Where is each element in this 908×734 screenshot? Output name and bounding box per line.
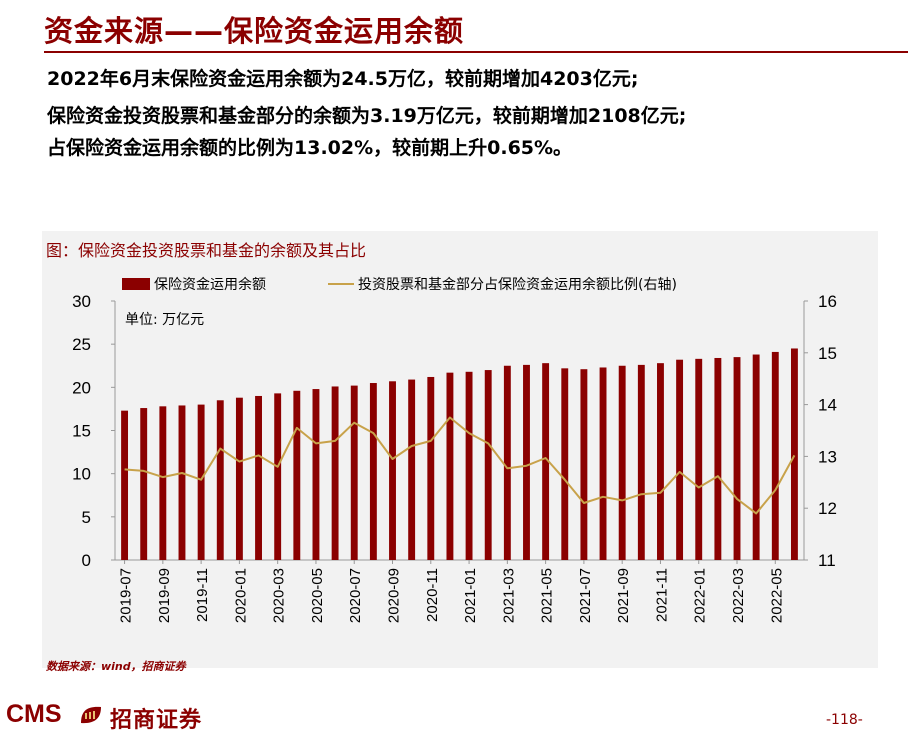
bar (542, 363, 550, 560)
bar (523, 364, 530, 560)
y-right-tick-label: 14 (818, 396, 837, 415)
bar (312, 389, 320, 560)
bar (446, 372, 454, 560)
bar (657, 363, 664, 560)
bar (331, 386, 339, 560)
bar (369, 383, 377, 560)
bar (580, 369, 588, 560)
unit-label: 单位: 万亿元 (125, 312, 204, 328)
x-tick-label: 2022-05 (768, 568, 785, 623)
bar (159, 406, 167, 560)
y-left-tick-label: 15 (72, 422, 91, 441)
y-right-tick-label: 13 (818, 447, 837, 466)
bar (465, 371, 473, 560)
summary-line-3: 占保险资金运用余额的比例为13.02%，较前期上升0.65%。 (47, 137, 573, 159)
x-tick-label: 2020-01 (232, 568, 249, 623)
y-right-tick-label: 11 (818, 551, 836, 570)
x-tick-label: 2020-05 (309, 568, 326, 623)
bar (389, 381, 396, 560)
bar (676, 359, 684, 560)
bar (427, 376, 435, 560)
x-tick-label: 2019-07 (118, 568, 135, 623)
bar (408, 379, 416, 560)
summary-line-1: 2022年6月末保险资金运用余额为24.5万亿，较前期增加4203亿元; (47, 68, 639, 90)
bar (599, 367, 607, 560)
x-tick-label: 2020-07 (347, 568, 364, 623)
x-tick-label: 2021-09 (615, 568, 632, 623)
legend-line-label: 投资股票和基金部分占保险资金运用余额比例(右轴) (358, 276, 677, 293)
x-tick-label: 2021-03 (500, 568, 517, 623)
x-tick-label: 2021-05 (539, 568, 556, 623)
bar (197, 404, 205, 560)
y-left-tick-label: 0 (82, 551, 91, 570)
x-tick-label: 2022-03 (730, 568, 747, 623)
page-title: 资金来源——保险资金运用余额 (44, 14, 465, 48)
y-right-tick-label: 15 (818, 344, 837, 363)
logo-text: CMS (6, 700, 62, 728)
bar (121, 410, 129, 560)
bar (752, 354, 760, 560)
x-tick-label: 2019-09 (156, 568, 173, 623)
ratio-line (124, 416, 796, 515)
x-tick-label: 2021-07 (577, 568, 594, 623)
y-right-tick-label: 12 (818, 499, 837, 518)
y-right-tick-label: 16 (818, 292, 837, 311)
y-left-tick-label: 30 (72, 292, 91, 311)
page-number: -118- (826, 712, 863, 728)
bar (618, 365, 626, 560)
bar (293, 390, 301, 560)
plot-area: 0 5 10 15 20 25 30 11 12 13 14 15 16 2019-07 2019-09 20… (72, 292, 837, 623)
y-left-tick-label: 25 (72, 335, 91, 354)
bar (235, 397, 243, 560)
x-tick-label: 2019-11 (194, 568, 211, 622)
bar (484, 370, 492, 560)
bar (561, 368, 569, 560)
y-left-tick-label: 20 (72, 378, 91, 397)
y-left-tick-label: 5 (82, 508, 91, 527)
logo-icon (81, 706, 101, 724)
y-left-tick-label: 10 (72, 465, 91, 484)
x-tick-label: 2021-11 (653, 568, 670, 622)
bar (216, 400, 224, 560)
bar (771, 351, 779, 560)
summary-line-2: 保险资金投资股票和基金部分的余额为3.19万亿元，较前期增加2108亿元; (47, 105, 687, 127)
bar (695, 358, 703, 560)
legend-bar-swatch (122, 278, 150, 290)
title-divider (44, 51, 908, 53)
bar (790, 348, 798, 560)
bar (714, 357, 722, 560)
bar (503, 365, 511, 560)
bar (140, 408, 148, 560)
legend-bar-label: 保险资金运用余额 (154, 276, 266, 293)
bar (255, 395, 262, 560)
chart-title: 图：保险资金投资股票和基金的余额及其占比 (46, 241, 366, 260)
bar (178, 405, 186, 560)
bar (350, 385, 358, 560)
data-source: 数据来源：wind，招商证券 (46, 660, 186, 673)
x-tick-label: 2020-11 (424, 568, 441, 622)
x-tick-label: 2020-03 (271, 568, 288, 623)
bar (733, 357, 741, 560)
logo-cn-text: 招商证券 (110, 708, 203, 733)
x-tick-label: 2020-09 (386, 568, 403, 623)
x-tick-label: 2022-01 (692, 568, 709, 623)
bar (274, 393, 282, 560)
x-tick-label: 2021-01 (462, 568, 479, 623)
bar (637, 364, 645, 560)
